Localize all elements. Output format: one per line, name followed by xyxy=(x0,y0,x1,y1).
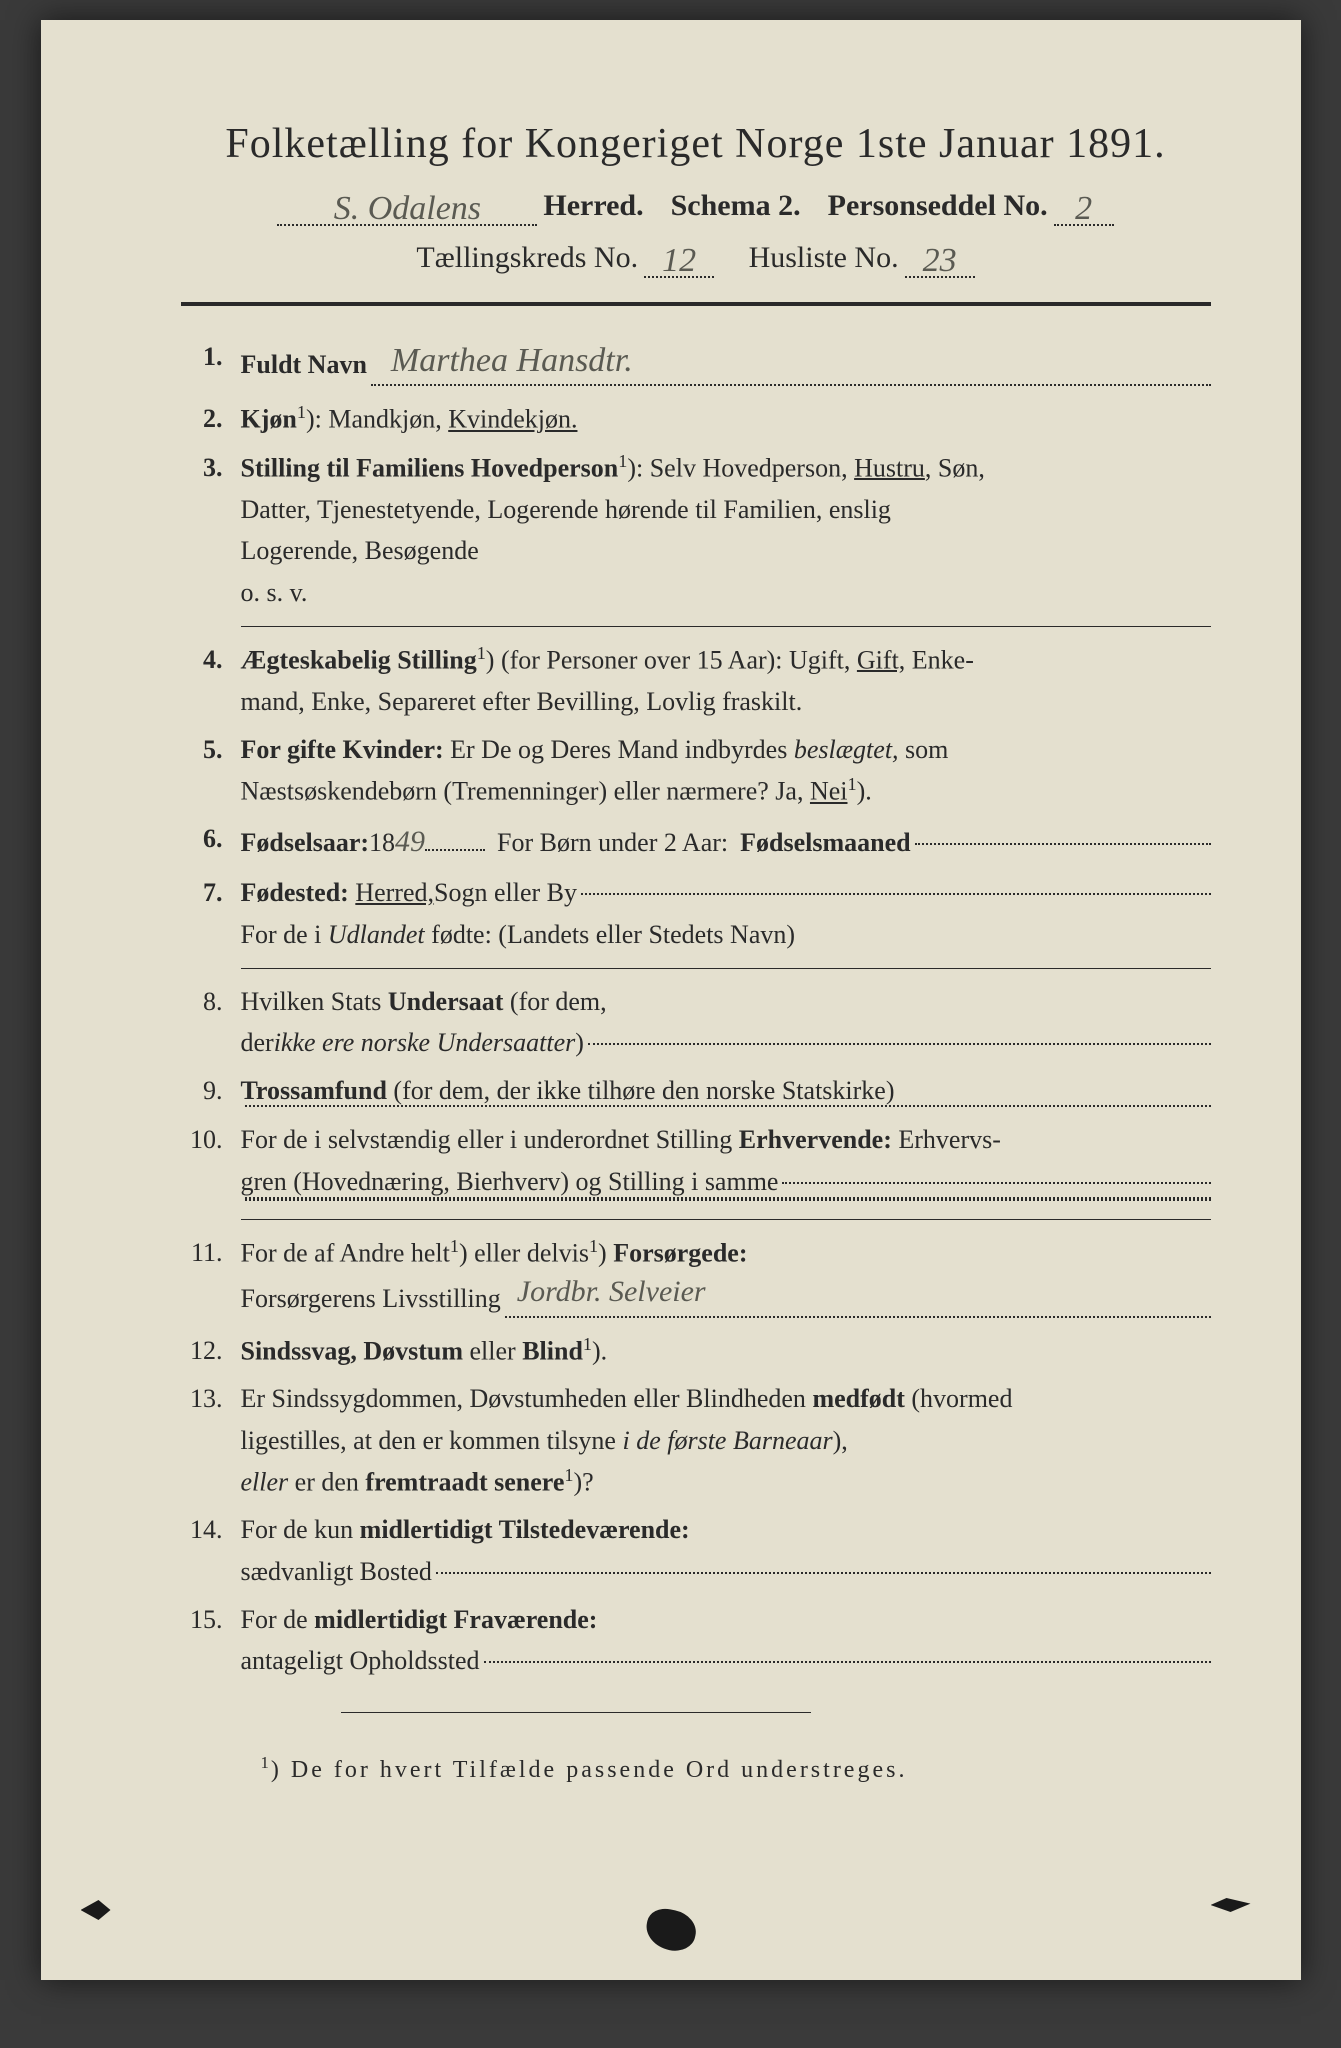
item-12: 12. Sindssvag, Døvstum eller Blind1). xyxy=(181,1330,1211,1372)
item-6: 6. Fødselsaar: 1849 For Børn under 2 Aar… xyxy=(181,818,1211,866)
item-2: 2. Kjøn1): Mandkjøn, Kvindekjøn. xyxy=(181,398,1211,440)
husliste-label: Husliste No. xyxy=(749,241,899,275)
divider-thin xyxy=(241,1219,1211,1220)
label-forsorger-livsstilling: Forsørgerens Livsstilling xyxy=(241,1278,501,1320)
label-fodested: Fødested: xyxy=(241,872,349,914)
item-3-cont-3: o. s. v. xyxy=(241,572,1211,614)
label-fravaerende: midlertidigt Fraværende: xyxy=(314,1605,597,1634)
item-4: 4. Ægteskabelig Stilling1) (for Personer… xyxy=(181,639,1211,723)
item-num: 10. xyxy=(181,1119,241,1206)
label-opholdssted: antageligt Opholdssted xyxy=(241,1640,480,1682)
label-aegteskab: Ægteskabelig Stilling xyxy=(241,645,477,674)
item-num: 6. xyxy=(181,818,241,866)
item-num: 9. xyxy=(181,1070,241,1114)
kreds-label: Tællingskreds No. xyxy=(416,241,638,275)
item-num: 12. xyxy=(181,1330,241,1372)
divider-footnote xyxy=(341,1712,811,1713)
item-15: 15. For de midlertidigt Fraværende: anta… xyxy=(181,1599,1211,1682)
livsstilling-handwritten: Jordbr. Selveier xyxy=(505,1275,706,1308)
label-fuldt-navn: Fuldt Navn xyxy=(241,344,367,386)
item-9: 9. Trossamfund (for dem, der ikke tilhør… xyxy=(181,1070,1211,1114)
header-block: Folketælling for Kongeriget Norge 1ste J… xyxy=(181,120,1211,278)
item-14: 14. For de kun midlertidigt Tilstedevære… xyxy=(181,1509,1211,1592)
gift-underlined: Gift, xyxy=(857,645,905,674)
kvindekjon-underlined: Kvindekjøn. xyxy=(448,405,577,434)
husliste-no: 23 xyxy=(923,242,957,279)
divider-thin xyxy=(241,968,1211,969)
personseddel-no: 2 xyxy=(1075,190,1092,227)
nei-underlined: Nei xyxy=(810,777,848,806)
ink-blot xyxy=(642,1905,699,1955)
item-3-cont-1: Datter, Tjenestetyende, Logerende hørend… xyxy=(241,489,1211,531)
label-kjon: Kjøn xyxy=(241,405,297,434)
page-tear-left xyxy=(81,1900,111,1920)
herred-underlined: Herred, xyxy=(355,872,434,914)
item-8: 8. Hvilken Stats Undersaat (for dem, der… xyxy=(181,981,1211,1064)
label-undersaat: Undersaat xyxy=(388,987,504,1016)
item-num: 2. xyxy=(181,398,241,440)
label-erhvervende: Erhvervende: xyxy=(739,1125,892,1154)
label-sindssvag: Sindssvag, Døvstum xyxy=(241,1336,464,1365)
item-num: 13. xyxy=(181,1378,241,1503)
item-num: 1. xyxy=(181,336,241,392)
form-items: 1. Fuldt Navn Marthea Hansdtr. 2. Kjøn1)… xyxy=(181,336,1211,1682)
item-num: 14. xyxy=(181,1509,241,1592)
label-bosted: sædvanligt Bosted xyxy=(241,1551,432,1593)
schema-label: Schema 2. xyxy=(671,189,801,223)
item-num: 11. xyxy=(181,1232,241,1324)
item-7: 7. Fødested: Herred, Sogn eller By For d… xyxy=(181,872,1211,955)
herred-label: Herred. xyxy=(543,189,643,223)
herred-line: S. Odalens Herred. Schema 2. Personsedde… xyxy=(181,186,1211,226)
footnote: 1) De for hvert Tilfælde passende Ord un… xyxy=(181,1753,1211,1784)
year-handwritten: 49 xyxy=(395,818,425,866)
name-handwritten: Marthea Hansdtr. xyxy=(371,342,633,379)
item-num: 15. xyxy=(181,1599,241,1682)
personseddel-label: Personseddel No. xyxy=(828,189,1048,223)
item-num: 5. xyxy=(181,729,241,813)
label-trossamfund: Trossamfund xyxy=(241,1076,387,1105)
label-forsorgede: Forsørgede: xyxy=(613,1238,747,1267)
item-1: 1. Fuldt Navn Marthea Hansdtr. xyxy=(181,336,1211,392)
census-form-page: Folketælling for Kongeriget Norge 1ste J… xyxy=(41,20,1301,1980)
item-13: 13. Er Sindssygdommen, Døvstumheden elle… xyxy=(181,1378,1211,1503)
label-gifte-kvinder: For gifte Kvinder: xyxy=(241,735,444,764)
item-3: 3. Stilling til Familiens Hovedperson1):… xyxy=(181,447,1211,614)
label-stilling: Stilling til Familiens Hovedperson xyxy=(241,453,619,482)
hustru-underlined: Hustru xyxy=(854,453,925,482)
item-5: 5. For gifte Kvinder: Er De og Deres Man… xyxy=(181,729,1211,813)
item-3-cont-2: Logerende, Besøgende xyxy=(241,530,1211,572)
label-tilstedevaer: midlertidigt Tilstedeværende: xyxy=(360,1515,690,1544)
item-10: 10. For de i selvstændig eller i underor… xyxy=(181,1119,1211,1206)
main-title: Folketælling for Kongeriget Norge 1ste J… xyxy=(181,120,1211,168)
kreds-no: 12 xyxy=(662,242,696,279)
divider-thick xyxy=(181,302,1211,306)
divider-thin xyxy=(241,626,1211,627)
label-fodselsmaaned: Fødselsmaaned xyxy=(740,822,910,864)
label-medfodt: medfødt xyxy=(812,1384,904,1413)
page-tear-right xyxy=(1211,1898,1251,1912)
item-num: 8. xyxy=(181,981,241,1064)
kreds-line: Tællingskreds No. 12 Husliste No. 23 xyxy=(181,238,1211,278)
item-num: 3. xyxy=(181,447,241,614)
item-num: 4. xyxy=(181,639,241,723)
herred-handwritten: S. Odalens xyxy=(334,190,481,227)
item-4-cont: mand, Enke, Separeret efter Bevilling, L… xyxy=(241,681,1211,723)
label-fodselsaar: Fødselsaar: xyxy=(241,822,370,864)
item-11: 11. For de af Andre helt1) eller delvis1… xyxy=(181,1232,1211,1324)
item-num: 7. xyxy=(181,872,241,955)
